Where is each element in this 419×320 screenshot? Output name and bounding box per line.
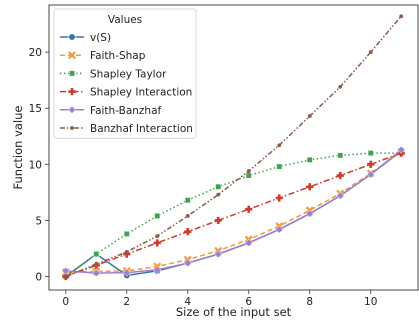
data-point bbox=[246, 169, 251, 173]
legend-entry: v(S) bbox=[60, 32, 111, 44]
data-point bbox=[92, 269, 101, 278]
axes: 0 2 4 6 8 10 0 5 10 15 20 Size of the input set Func… bbox=[11, 47, 377, 319]
legend-entry: Shapley Interaction bbox=[60, 87, 192, 99]
legend-entry: Faith-Shap bbox=[60, 50, 146, 62]
y-tick-label: 15 bbox=[29, 103, 42, 115]
data-point bbox=[366, 170, 375, 179]
data-point bbox=[124, 249, 129, 254]
data-point bbox=[306, 183, 314, 191]
x-tick-label: 2 bbox=[123, 296, 130, 308]
legend-marker bbox=[69, 70, 75, 77]
legend-label: Faith-Banzhaf bbox=[90, 105, 162, 117]
data-point bbox=[154, 212, 161, 219]
data-point bbox=[216, 192, 221, 197]
data-point bbox=[155, 234, 160, 239]
data-point bbox=[367, 150, 374, 157]
data-point bbox=[337, 152, 344, 159]
data-point bbox=[245, 172, 252, 179]
data-point bbox=[93, 251, 100, 258]
data-point bbox=[275, 225, 284, 234]
legend-entry: Banzhaf Interaction bbox=[60, 123, 193, 135]
data-point bbox=[336, 171, 344, 180]
series-line bbox=[65, 15, 402, 278]
series-line bbox=[65, 151, 402, 273]
data-point bbox=[275, 194, 283, 202]
data-point bbox=[214, 250, 223, 259]
data-point bbox=[153, 239, 161, 247]
data-point bbox=[123, 230, 130, 237]
x-tick-label: 8 bbox=[306, 296, 313, 308]
legend-marker bbox=[68, 51, 76, 60]
data-point bbox=[397, 145, 406, 154]
data-point bbox=[122, 268, 131, 277]
series-4 bbox=[61, 145, 406, 278]
legend-title: Values bbox=[108, 14, 142, 26]
y-tick-label: 10 bbox=[29, 159, 42, 171]
data-point bbox=[153, 265, 162, 274]
y-tick-label: 0 bbox=[35, 272, 42, 284]
x-tick-label: 0 bbox=[62, 296, 69, 308]
x-axis-label: Size of the input set bbox=[176, 305, 292, 319]
data-point bbox=[306, 156, 313, 163]
legend-marker bbox=[70, 126, 74, 130]
legend-marker bbox=[68, 105, 76, 114]
data-point bbox=[277, 143, 282, 148]
legend-marker bbox=[68, 33, 76, 41]
data-point bbox=[94, 262, 99, 267]
legend-entry: Shapley Taylor bbox=[60, 68, 167, 80]
legend-label: Faith-Shap bbox=[90, 50, 146, 62]
data-point bbox=[61, 266, 70, 275]
x-tick-label: 6 bbox=[245, 296, 252, 308]
legend-marker bbox=[68, 88, 76, 96]
data-point bbox=[214, 216, 222, 225]
data-point bbox=[305, 209, 314, 218]
data-point bbox=[307, 114, 312, 118]
data-point bbox=[399, 14, 404, 19]
data-point bbox=[184, 197, 191, 204]
x-tick-label: 10 bbox=[364, 296, 377, 308]
y-tick-label: 20 bbox=[29, 47, 42, 59]
series-layer bbox=[61, 14, 406, 281]
series-line bbox=[65, 152, 402, 278]
x-tick-label: 4 bbox=[184, 296, 191, 308]
data-point bbox=[245, 205, 253, 213]
legend-box bbox=[53, 8, 197, 139]
y-axis-label: Function value bbox=[11, 106, 25, 190]
legend-label: Shapley Interaction bbox=[90, 87, 192, 99]
data-point bbox=[183, 259, 192, 268]
data-point bbox=[276, 163, 283, 170]
series-5 bbox=[63, 14, 404, 279]
data-point bbox=[338, 85, 343, 89]
data-point bbox=[368, 50, 373, 55]
data-point bbox=[367, 160, 375, 168]
data-point bbox=[244, 238, 253, 247]
legend-entry: Faith-Banzhaf bbox=[60, 105, 162, 117]
series-line bbox=[65, 149, 402, 274]
legend-label: Banzhaf Interaction bbox=[90, 123, 193, 135]
data-point bbox=[185, 214, 190, 218]
data-point bbox=[184, 228, 192, 236]
data-point bbox=[336, 191, 345, 200]
series-line bbox=[65, 152, 402, 278]
legend-label: v(S) bbox=[90, 32, 111, 44]
legend: Values v(S) Faith-Shap Shapley Taylor Shaple… bbox=[53, 8, 197, 139]
data-point bbox=[63, 274, 68, 279]
y-tick-label: 5 bbox=[35, 215, 42, 227]
data-point bbox=[215, 183, 222, 190]
legend-label: Shapley Taylor bbox=[90, 68, 167, 80]
